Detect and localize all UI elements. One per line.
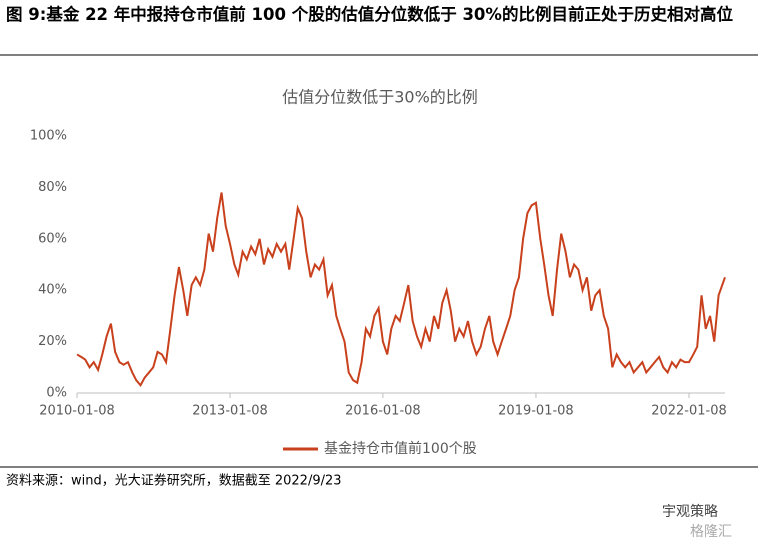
legend-label: 基金持仓市值前100个股 [324, 440, 477, 457]
x-tick-label: 2016-01-08 [345, 404, 421, 419]
x-tick-label: 2013-01-08 [192, 404, 268, 419]
header-title: 图 9:基金 22 年中报持仓市值前 100 个股的估值分位数低于 30%的比例… [6, 5, 733, 24]
chart-title: 估值分位数低于30%的比例 [282, 88, 478, 107]
y-tick-label: 80% [38, 180, 67, 195]
x-tick-label: 2019-01-08 [498, 404, 574, 419]
x-tick-label: 2010-01-08 [39, 404, 115, 419]
source-note: 资料来源：wind，光大证券研究所，数据截至 2022/9/23 [6, 473, 342, 489]
x-tick-label: 2022-01-08 [651, 404, 727, 419]
y-tick-label: 0% [46, 386, 67, 401]
y-tick-label: 100% [30, 129, 67, 144]
y-tick-label: 20% [38, 334, 67, 349]
watermark: 格隆汇 [690, 524, 732, 540]
y-tick-label: 60% [38, 231, 67, 246]
series-line [76, 192, 726, 388]
watermark: 宇观策略 [662, 503, 718, 520]
y-tick-label: 40% [38, 283, 67, 298]
